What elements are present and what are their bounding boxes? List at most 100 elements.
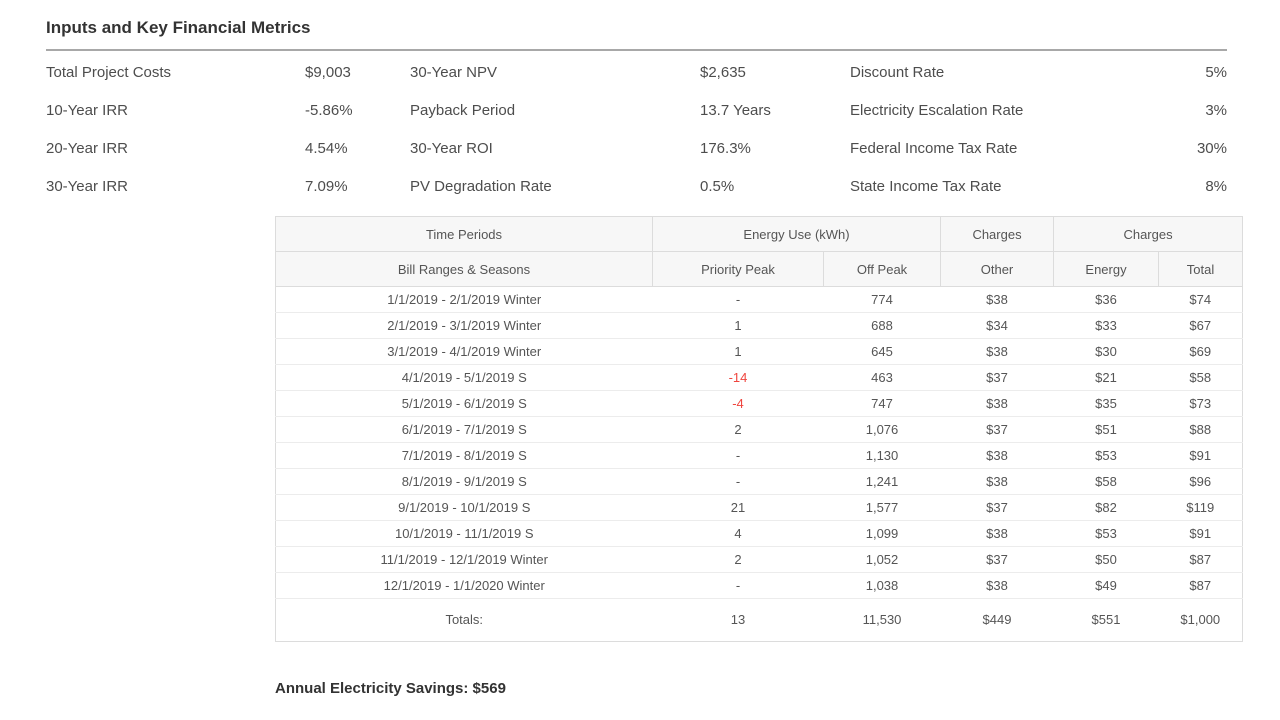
value-cell: 1 <box>652 312 824 339</box>
value-cell: 1,130 <box>823 442 941 469</box>
value-cell: 21 <box>652 494 824 521</box>
totals-row: Totals: 13 11,530 $449 $551 $1,000 <box>275 598 1243 642</box>
value-cell: - <box>652 442 824 469</box>
value-cell: 1,038 <box>823 572 941 599</box>
bill-period-cell: 11/1/2019 - 12/1/2019 Winter <box>275 546 653 573</box>
value-cell: -4 <box>652 390 824 417</box>
value-cell: $96 <box>1158 468 1243 495</box>
billing-table: Time Periods Energy Use (kWh) Charges Ch… <box>275 216 1244 642</box>
table-row: 6/1/2019 - 7/1/2019 S 2 1,076 $37 $51 $88 <box>275 416 1243 443</box>
report-container: Inputs and Key Financial Metrics Total P… <box>46 18 1244 697</box>
value-cell: $67 <box>1158 312 1243 339</box>
value-cell: $38 <box>940 520 1054 547</box>
metric-value: $9,003 <box>305 63 351 81</box>
metric-value: 13.7 Years <box>700 101 771 119</box>
metric-value: 7.09% <box>305 177 348 195</box>
header-group-time-periods: Time Periods <box>275 216 653 252</box>
value-cell: 2 <box>652 416 824 443</box>
value-cell: $38 <box>940 468 1054 495</box>
value-cell: $38 <box>940 338 1054 365</box>
metrics-row: 10-Year IRR -5.86% Payback Period 13.7 Y… <box>46 91 1227 129</box>
value-cell: $37 <box>940 416 1054 443</box>
table-row: 11/1/2019 - 12/1/2019 Winter 2 1,052 $37 $50… <box>275 546 1243 573</box>
value-cell: $73 <box>1158 390 1243 417</box>
metric-value: 5% <box>1205 63 1227 81</box>
table-row: 3/1/2019 - 4/1/2019 Winter 1 645 $38 $30 $69 <box>275 338 1243 365</box>
table-row: 4/1/2019 - 5/1/2019 S -14 463 $37 $21 $58 <box>275 364 1243 391</box>
bill-period-cell: 8/1/2019 - 9/1/2019 S <box>275 468 653 495</box>
billing-table-header: Time Periods Energy Use (kWh) Charges Ch… <box>275 216 1244 287</box>
metric-label: PV Degradation Rate <box>410 177 552 195</box>
value-cell: - <box>652 572 824 599</box>
column-header-total: Total <box>1158 251 1244 287</box>
totals-energy: $551 <box>1053 598 1159 642</box>
value-cell: $35 <box>1053 390 1159 417</box>
annual-savings-note: Annual Electricity Savings: $569 <box>275 680 506 697</box>
bill-period-cell: 9/1/2019 - 10/1/2019 S <box>275 494 653 521</box>
value-cell: $91 <box>1158 442 1243 469</box>
value-cell: $119 <box>1158 494 1243 521</box>
value-cell: $69 <box>1158 338 1243 365</box>
metric-value: 8% <box>1205 177 1227 195</box>
metric-label: 30-Year IRR <box>46 177 128 195</box>
value-cell: $88 <box>1158 416 1243 443</box>
value-cell: 1,577 <box>823 494 941 521</box>
value-cell: 688 <box>823 312 941 339</box>
column-header-priority-peak: Priority Peak <box>652 251 824 287</box>
metric-label: 30-Year ROI <box>410 139 493 157</box>
bill-period-cell: 6/1/2019 - 7/1/2019 S <box>275 416 653 443</box>
bill-period-cell: 7/1/2019 - 8/1/2019 S <box>275 442 653 469</box>
metric-value: 4.54% <box>305 139 348 157</box>
value-cell: 4 <box>652 520 824 547</box>
bill-period-cell: 3/1/2019 - 4/1/2019 Winter <box>275 338 653 365</box>
totals-priority-peak: 13 <box>652 598 824 642</box>
value-cell: - <box>652 286 824 313</box>
totals-off-peak: 11,530 <box>823 598 941 642</box>
bill-period-cell: 2/1/2019 - 3/1/2019 Winter <box>275 312 653 339</box>
column-header-energy: Energy <box>1053 251 1160 287</box>
bill-period-cell: 1/1/2019 - 2/1/2019 Winter <box>275 286 653 313</box>
value-cell: $38 <box>940 390 1054 417</box>
table-row: 12/1/2019 - 1/1/2020 Winter -1,038 $38 $49 $… <box>275 572 1243 599</box>
table-row: 10/1/2019 - 11/1/2019 S 4 1,099 $38 $53 $91 <box>275 520 1243 547</box>
metric-value: 3% <box>1205 101 1227 119</box>
table-row: 1/1/2019 - 2/1/2019 Winter -774 $38 $36 $74 <box>275 286 1243 313</box>
value-cell: $30 <box>1053 338 1159 365</box>
value-cell: 645 <box>823 338 941 365</box>
value-cell: $21 <box>1053 364 1159 391</box>
value-cell: 463 <box>823 364 941 391</box>
value-cell: - <box>652 468 824 495</box>
value-cell: 1,241 <box>823 468 941 495</box>
totals-other: $449 <box>940 598 1054 642</box>
column-header-off-peak: Off Peak <box>822 251 942 287</box>
value-cell: $53 <box>1053 520 1159 547</box>
table-row: 2/1/2019 - 3/1/2019 Winter 1 688 $34 $33 $67 <box>275 312 1243 339</box>
value-cell: $82 <box>1053 494 1159 521</box>
metrics-row: 30-Year IRR 7.09% PV Degradation Rate 0.… <box>46 167 1227 205</box>
metric-label: 20-Year IRR <box>46 139 128 157</box>
page-title: Inputs and Key Financial Metrics <box>46 18 311 37</box>
key-metrics-grid: Total Project Costs $9,003 30-Year NPV $… <box>46 53 1227 205</box>
metric-label: Discount Rate <box>850 63 945 81</box>
totals-label: Totals: <box>275 598 653 642</box>
column-header-row: Bill Ranges & Seasons Priority Peak Off … <box>275 251 1244 287</box>
totals-total: $1,000 <box>1158 598 1243 642</box>
metric-label: 10-Year IRR <box>46 101 128 119</box>
value-cell: 774 <box>823 286 941 313</box>
bill-period-cell: 10/1/2019 - 11/1/2019 S <box>275 520 653 547</box>
value-cell: $58 <box>1053 468 1159 495</box>
value-cell: $38 <box>940 286 1054 313</box>
value-cell: $87 <box>1158 546 1243 573</box>
bill-table-body: 1/1/2019 - 2/1/2019 Winter -774 $38 $36 $74 2… <box>275 286 1243 599</box>
column-header-other: Other <box>940 251 1055 287</box>
metric-value: 30% <box>1196 139 1227 157</box>
bill-period-cell: 12/1/2019 - 1/1/2020 Winter <box>275 572 653 599</box>
metric-label: Electricity Escalation Rate <box>850 101 1024 119</box>
metric-value: 176.3% <box>700 139 751 157</box>
value-cell: $38 <box>940 572 1054 599</box>
value-cell: $36 <box>1053 286 1159 313</box>
value-cell: $51 <box>1053 416 1159 443</box>
value-cell: 1,076 <box>823 416 941 443</box>
table-row: 8/1/2019 - 9/1/2019 S -1,241 $38 $58 $96 <box>275 468 1243 495</box>
metrics-row: 20-Year IRR 4.54% 30-Year ROI 176.3% Fed… <box>46 129 1227 167</box>
